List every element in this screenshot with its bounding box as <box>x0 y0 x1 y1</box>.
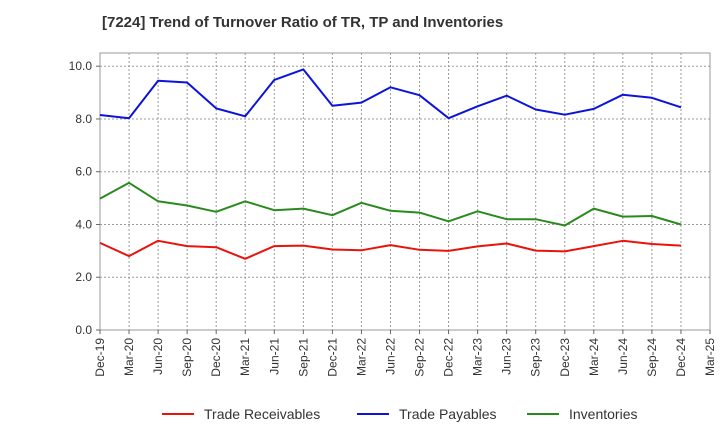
x-tick-label: Sep-22 <box>413 338 427 377</box>
legend-label-trade-payables: Trade Payables <box>399 406 497 422</box>
x-tick-label: Dec-20 <box>209 338 223 377</box>
x-tick-label: Jun-21 <box>267 338 281 375</box>
series <box>99 68 682 260</box>
grid <box>99 52 711 331</box>
x-tick-label: Dec-19 <box>93 338 107 377</box>
x-tick-label: Mar-20 <box>122 338 136 376</box>
y-tick-label: 0.0 <box>75 323 92 337</box>
x-tick-label: Jun-24 <box>616 338 630 375</box>
x-tick-label: Dec-22 <box>442 338 456 377</box>
x-tick-label: Jun-23 <box>500 338 514 375</box>
x-tick-label: Sep-24 <box>645 338 659 377</box>
legend-label-trade-receivables: Trade Receivables <box>204 406 320 422</box>
x-tick-label: Dec-24 <box>674 338 688 377</box>
x-tick-label: Jun-22 <box>383 338 397 375</box>
x-tick-label: Sep-21 <box>296 338 310 377</box>
legend: Trade Receivables Trade Payables Inventori… <box>162 406 637 422</box>
legend-label-inventories: Inventories <box>569 406 637 422</box>
x-tick-label: Dec-23 <box>558 338 572 377</box>
chart-title: [7224] Trend of Turnover Ratio of TR, TP… <box>102 14 504 31</box>
y-tick-label: 10.0 <box>69 59 93 73</box>
x-tick-label: Mar-22 <box>354 338 368 376</box>
series-line-trade-receivables <box>99 239 682 260</box>
axes: 0.0 2.0 4.0 6.0 8.0 10.0 Dec-19 Mar-20 Jun-20 Sep… <box>69 59 717 377</box>
x-tick-label: Sep-20 <box>180 338 194 377</box>
series-line-inventories <box>99 181 682 227</box>
x-tick-label: Sep-23 <box>529 338 543 377</box>
x-tick-label: Mar-25 <box>703 338 717 376</box>
x-tick-label: Mar-21 <box>238 338 252 376</box>
y-tick-label: 2.0 <box>75 270 92 284</box>
x-tick-label: Dec-21 <box>325 338 339 377</box>
x-tick-label: Mar-23 <box>471 338 485 376</box>
y-tick-label: 4.0 <box>75 217 92 231</box>
series-line-trade-payables <box>99 68 682 120</box>
x-tick-label: Mar-24 <box>587 338 601 376</box>
y-tick-label: 6.0 <box>75 165 92 179</box>
y-tick-label: 8.0 <box>75 112 92 126</box>
x-tick-label: Jun-20 <box>151 338 165 375</box>
plot-frame <box>99 52 711 331</box>
